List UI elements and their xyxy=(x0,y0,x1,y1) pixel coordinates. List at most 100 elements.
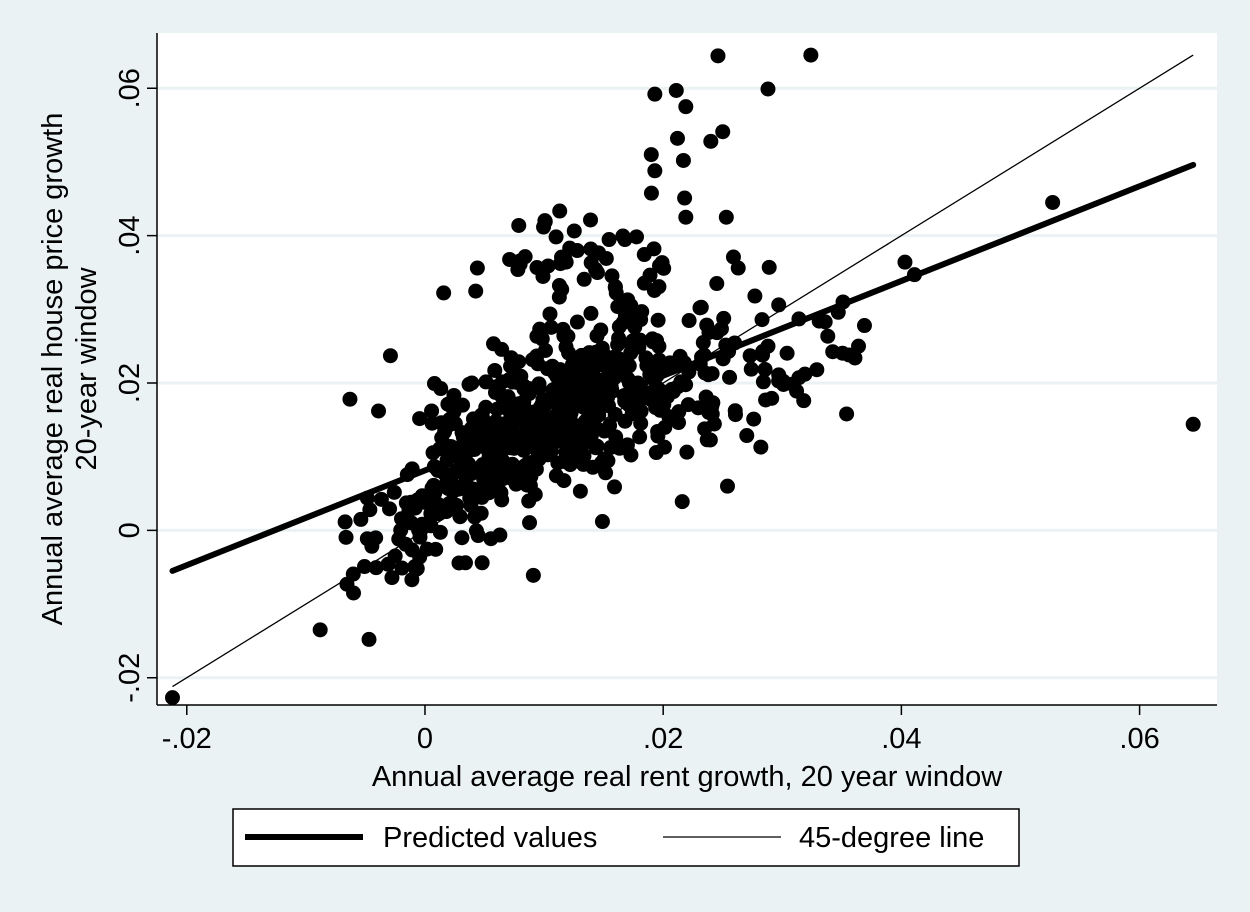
scatter-point-614 xyxy=(452,509,468,525)
scatter-point-465 xyxy=(513,437,529,453)
scatter-point-330 xyxy=(487,362,503,378)
scatter-point-296 xyxy=(437,424,453,440)
scatter-point-70 xyxy=(489,401,505,417)
scatter-point-284 xyxy=(478,374,494,390)
scatter-point-664 xyxy=(540,258,556,274)
scatter-point-7 xyxy=(710,48,726,64)
scatter-point-763 xyxy=(364,538,380,554)
scatter-point-595 xyxy=(491,453,507,469)
scatter-point-19 xyxy=(677,190,693,206)
scatter-point-135 xyxy=(521,493,537,509)
scatter-point-521 xyxy=(617,360,633,376)
scatter-point-1 xyxy=(312,622,328,638)
scatter-point-515 xyxy=(542,443,558,459)
scatter-point-51 xyxy=(1185,416,1201,432)
scatter-point-610 xyxy=(445,484,461,500)
scatter-point-534 xyxy=(610,337,626,353)
scatter-point-656 xyxy=(552,203,568,219)
scatter-point-482 xyxy=(627,319,643,335)
scatter-point-550 xyxy=(373,491,389,507)
scatter-point-761 xyxy=(412,549,428,565)
scatter-point-658 xyxy=(569,243,585,259)
scatter-point-47 xyxy=(674,494,690,510)
scatter-point-16 xyxy=(643,147,659,163)
x-tick-label-3: .04 xyxy=(881,723,921,755)
scatter-point-12 xyxy=(678,99,694,115)
scatter-point-699 xyxy=(757,361,773,377)
scatter-point-495 xyxy=(529,348,545,364)
scatter-point-513 xyxy=(596,350,612,366)
scatter-point-707 xyxy=(755,347,771,363)
scatter-point-9 xyxy=(760,81,776,97)
scatter-point-53 xyxy=(474,555,490,571)
scatter-point-616 xyxy=(583,212,599,228)
scatter-point-655 xyxy=(617,308,633,324)
scatter-point-607 xyxy=(449,462,465,478)
scatter-point-662 xyxy=(569,314,585,330)
scatter-point-765 xyxy=(409,561,425,577)
scatter-point-63 xyxy=(796,393,812,409)
scatter-point-623 xyxy=(681,313,697,329)
scatter-point-701 xyxy=(779,345,795,361)
y-tick-label-3: .04 xyxy=(114,215,146,255)
scatter-point-17 xyxy=(675,152,691,168)
scatter-point-45 xyxy=(753,439,769,455)
scatter-point-532 xyxy=(504,403,520,419)
scatter-point-457 xyxy=(764,390,780,406)
scatter-point-413 xyxy=(598,465,614,481)
x-tick-label-1: 0 xyxy=(417,723,433,755)
scatter-point-640 xyxy=(654,255,670,271)
scatter-point-720 xyxy=(671,404,687,420)
scatter-point-30 xyxy=(771,297,787,313)
scatter-point-648 xyxy=(617,232,633,248)
scatter-point-543 xyxy=(386,484,402,500)
scatter-point-669 xyxy=(598,250,614,266)
scatter-point-52 xyxy=(525,567,541,583)
legend: Predicted values 45-degree line xyxy=(232,808,1020,867)
scatter-point-636 xyxy=(548,229,564,245)
scatter-point-757 xyxy=(412,529,428,545)
legend-label-45-degree: 45-degree line xyxy=(799,822,984,854)
scatter-point-729 xyxy=(629,402,645,418)
scatter-point-731 xyxy=(706,416,722,432)
scatter-point-356 xyxy=(501,372,517,388)
scatter-point-646 xyxy=(636,247,652,263)
scatter-point-750 xyxy=(384,570,400,586)
legend-label-predicted: Predicted values xyxy=(383,822,597,854)
scatter-point-484 xyxy=(583,428,599,444)
scatter-point-537 xyxy=(451,555,467,571)
scatter-point-42 xyxy=(809,362,825,378)
scatter-point-626 xyxy=(693,299,709,315)
scatter-point-612 xyxy=(474,407,490,423)
scatter-point-6 xyxy=(382,348,398,364)
scatter-point-730 xyxy=(785,376,801,392)
scatter-point-666 xyxy=(537,213,553,229)
scatter-point-642 xyxy=(566,223,582,239)
scatter-point-528 xyxy=(593,322,609,338)
scatter-point-732 xyxy=(727,407,743,423)
scatter-point-710 xyxy=(690,400,706,416)
scatter-point-659 xyxy=(583,241,599,257)
scatter-point-580 xyxy=(549,427,565,443)
scatter-point-40 xyxy=(847,350,863,366)
scatter-point-507 xyxy=(556,473,572,489)
scatter-point-696 xyxy=(825,344,841,360)
scatter-point-11 xyxy=(647,86,663,102)
scatter-point-209 xyxy=(446,387,462,403)
scatter-point-582 xyxy=(438,441,454,457)
scatter-point-734 xyxy=(665,384,681,400)
scatter-point-321 xyxy=(511,354,527,370)
scatter-point-627 xyxy=(551,278,567,294)
scatter-point-425 xyxy=(612,440,628,456)
scatter-point-73 xyxy=(412,411,428,427)
scatter-point-348 xyxy=(433,381,449,397)
scatter-point-4 xyxy=(342,391,358,407)
scatter-point-83 xyxy=(550,455,566,471)
scatter-point-487 xyxy=(534,397,550,413)
scatter-point-675 xyxy=(486,336,502,352)
scatter-point-643 xyxy=(589,265,605,281)
scatter-point-48 xyxy=(897,254,913,270)
scatter-point-725 xyxy=(703,397,719,413)
scatter-point-46 xyxy=(719,478,735,494)
scatter-point-747 xyxy=(414,488,430,504)
